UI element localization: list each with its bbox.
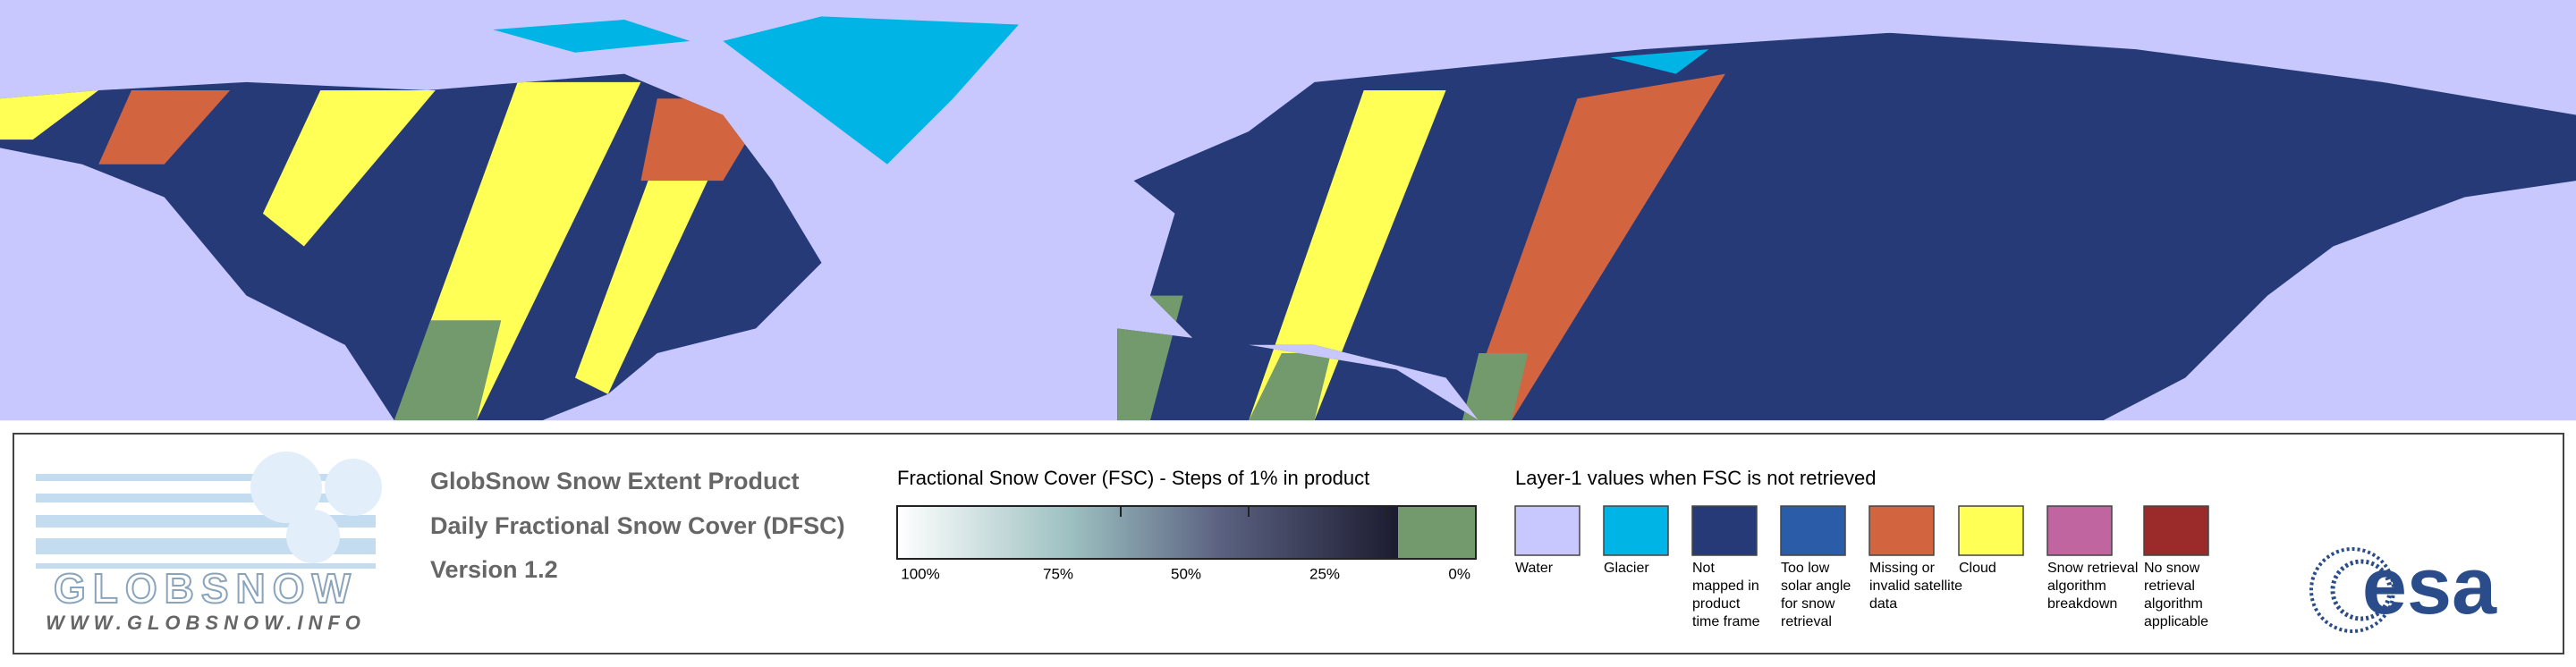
legend-swatch xyxy=(2143,505,2209,556)
legend-label: algorithm xyxy=(2047,578,2106,594)
legend-label: No snow xyxy=(2144,561,2200,576)
legend-label: breakdown xyxy=(2047,596,2117,612)
legend-label: retrieval xyxy=(1781,614,1832,629)
esa-text: esa xyxy=(2362,542,2497,631)
colorbar xyxy=(897,506,1398,559)
legend-swatch xyxy=(1958,505,2024,556)
colorbar-frame xyxy=(896,505,1477,560)
legend-label: Too low xyxy=(1781,561,1830,576)
legend-label: Water xyxy=(1515,561,1554,576)
legend-swatch xyxy=(1514,505,1580,556)
legend-swatch xyxy=(1780,505,1846,556)
header-line: Version 1.2 xyxy=(430,556,558,583)
legend-label: algorithm xyxy=(2144,596,2203,612)
colorbar-tick-label: 50% xyxy=(1171,565,1201,582)
legend-label: solar angle xyxy=(1781,578,1851,594)
map xyxy=(0,0,2576,421)
colorbar-tick-label: 75% xyxy=(1043,565,1073,582)
layer-title: Layer-1 values when FSC is not retrieved xyxy=(1515,467,1877,489)
legend-label: data xyxy=(1869,596,1897,612)
globsnow-logo: GLOBSNOW WWW.GLOBSNOW.INFO xyxy=(36,452,382,634)
legend-label: time frame xyxy=(1692,614,1760,629)
legend-label: for snow xyxy=(1781,596,1835,612)
legend-label: invalid satellite xyxy=(1869,578,1962,594)
colorbar-tick-label: 0% xyxy=(1448,565,1470,582)
colorbar-zero xyxy=(1398,506,1476,559)
colorbar-tick-label: 25% xyxy=(1309,565,1340,582)
logo-name: GLOBSNOW xyxy=(54,565,358,612)
legend-label: applicable xyxy=(2144,614,2208,629)
logo-url: WWW.GLOBSNOW.INFO xyxy=(46,612,366,634)
legend-label: product xyxy=(1692,596,1741,612)
legend-label: mapped in xyxy=(1692,578,1759,594)
esa-logo: esa xyxy=(2309,542,2497,633)
legend-label: retrieval xyxy=(2144,578,2195,594)
legend-label: Not xyxy=(1692,561,1715,576)
legend-swatch xyxy=(1603,505,1669,556)
legend-label: Missing or xyxy=(1869,561,1936,576)
legend-swatch xyxy=(1691,505,1758,556)
header-line: GlobSnow Snow Extent Product xyxy=(430,468,800,494)
legend-label: Cloud xyxy=(1959,561,1996,576)
legend-label: Glacier xyxy=(1604,561,1649,576)
colorbar-title: Fractional Snow Cover (FSC) - Steps of 1… xyxy=(897,467,1369,489)
colorbar-tick-label: 100% xyxy=(901,565,939,582)
legend-swatch xyxy=(2046,505,2113,556)
header-line: Daily Fractional Snow Cover (DFSC) xyxy=(430,512,845,539)
legend-swatch xyxy=(1868,505,1935,556)
legend-label: Snow retrieval xyxy=(2047,561,2138,576)
